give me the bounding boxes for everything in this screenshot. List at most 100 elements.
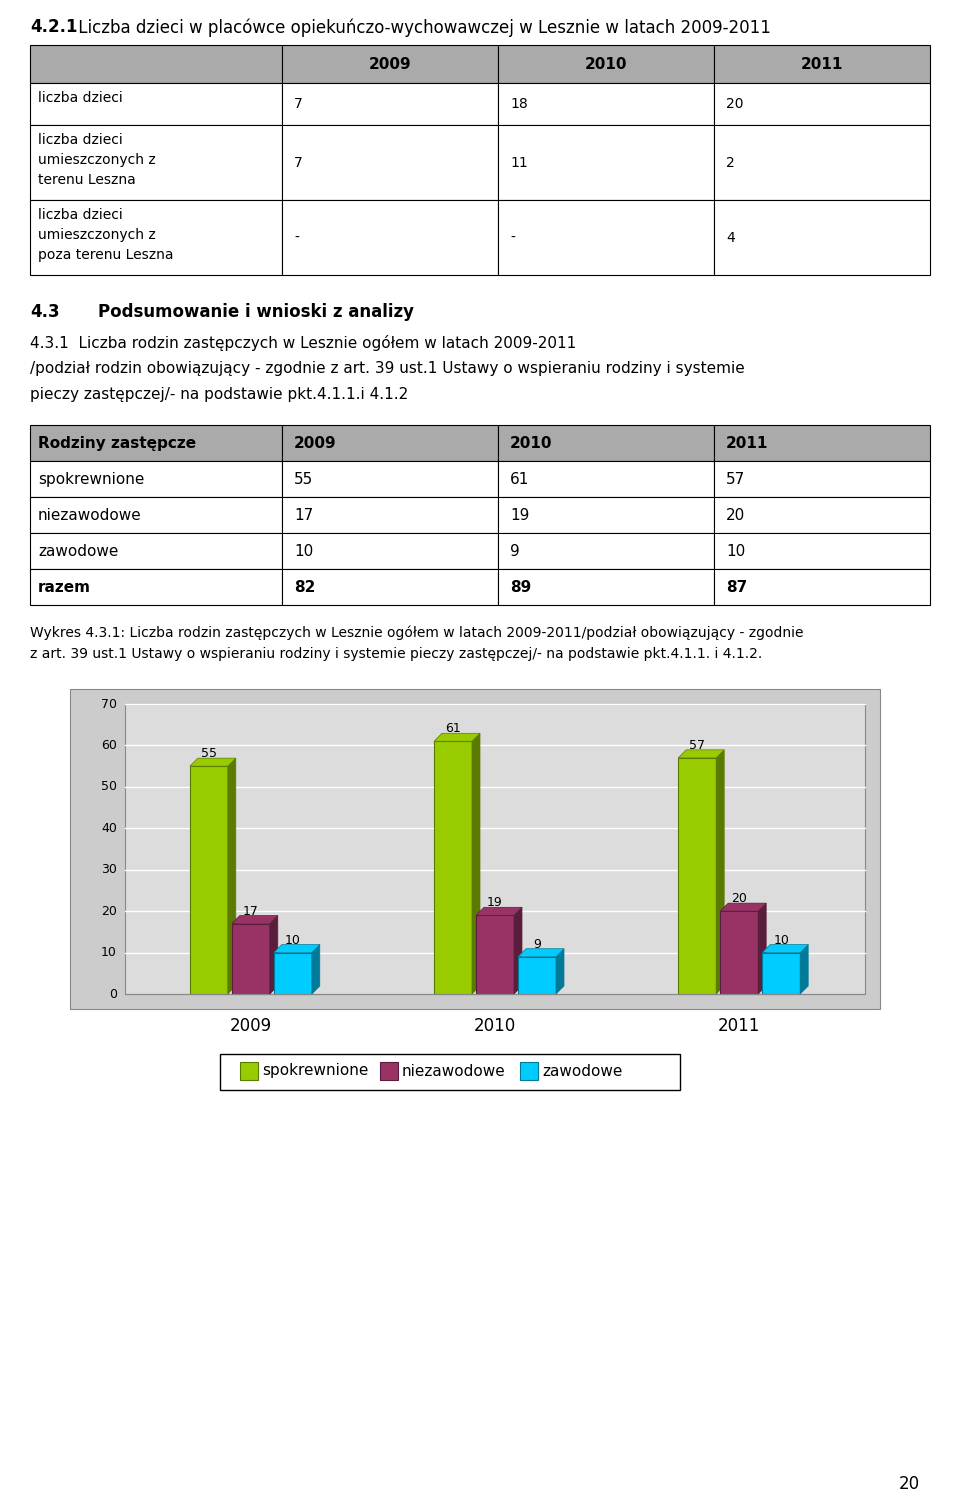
Bar [678,758,716,994]
Text: 40: 40 [101,821,117,835]
Bar [282,124,498,199]
Bar [190,766,228,994]
Bar [498,462,714,498]
Bar [282,534,498,570]
Bar [720,911,758,994]
Text: 17: 17 [294,508,313,523]
Text: 17: 17 [243,904,259,917]
Text: 20: 20 [726,97,743,111]
Polygon shape [434,733,480,742]
Text: 20: 20 [899,1475,920,1493]
Bar [282,199,498,274]
Polygon shape [312,944,320,994]
Text: 2011: 2011 [801,57,843,72]
Bar [498,498,714,534]
Text: Rodziny zastępcze: Rodziny zastępcze [38,436,196,451]
Text: 87: 87 [726,580,747,595]
Bar [30,570,282,606]
Text: niezawodowe: niezawodowe [402,1063,506,1078]
Polygon shape [716,750,724,994]
Text: 18: 18 [510,97,528,111]
Text: 7: 7 [294,156,302,169]
Text: 0: 0 [109,988,117,1000]
Bar [282,498,498,534]
Polygon shape [514,907,522,994]
Bar [70,690,880,1009]
Text: 89: 89 [510,580,531,595]
Bar [30,462,282,498]
Polygon shape [472,733,480,994]
Polygon shape [678,750,724,758]
Text: Podsumowanie i wnioski z analizy: Podsumowanie i wnioski z analizy [75,303,414,321]
Polygon shape [801,944,808,994]
Bar [434,742,472,994]
Polygon shape [476,907,522,916]
Bar [30,82,282,124]
Text: 20: 20 [732,892,747,905]
Text: /podział rodzin obowiązujący - zgodnie z art. 39 ust.1 Ustawy o wspieraniu rodzi: /podział rodzin obowiązujący - zgodnie z… [30,361,745,376]
Bar [282,426,498,462]
Polygon shape [270,916,277,994]
Bar [714,570,930,606]
Text: 2: 2 [726,156,734,169]
Text: 2011: 2011 [718,1016,760,1034]
Text: z art. 39 ust.1 Ustawy o wspieraniu rodziny i systemie pieczy zastępczej/- na po: z art. 39 ust.1 Ustawy o wspieraniu rodz… [30,648,762,661]
Text: -: - [294,231,299,244]
Bar [714,462,930,498]
Text: 30: 30 [101,863,117,877]
Text: 57: 57 [689,739,706,752]
Text: spokrewnione: spokrewnione [38,472,144,487]
Text: Wykres 4.3.1: Liczba rodzin zastępczych w Lesznie ogółem w latach 2009-2011/podz: Wykres 4.3.1: Liczba rodzin zastępczych … [30,625,804,640]
Bar [762,952,801,994]
Bar [125,705,865,994]
Text: 10: 10 [773,934,789,946]
Bar [498,570,714,606]
Text: 82: 82 [294,580,316,595]
Text: spokrewnione: spokrewnione [262,1063,369,1078]
Text: 19: 19 [487,896,503,910]
Text: 19: 19 [510,508,529,523]
Text: 4.2.1: 4.2.1 [30,18,78,36]
Polygon shape [274,944,320,952]
Polygon shape [556,949,564,994]
Text: 2010: 2010 [585,57,627,72]
Polygon shape [518,949,564,956]
Text: poza terenu Leszna: poza terenu Leszna [38,247,174,262]
Bar [714,426,930,462]
Bar [498,534,714,570]
Bar [498,124,714,199]
Bar [30,498,282,534]
Polygon shape [720,902,766,911]
Text: 4: 4 [726,231,734,244]
Text: 55: 55 [294,472,313,487]
Text: 9: 9 [533,938,540,950]
Text: 61: 61 [510,472,529,487]
Bar [30,199,282,274]
Text: 55: 55 [201,747,217,760]
Text: liczba dzieci: liczba dzieci [38,133,123,147]
Text: 10: 10 [294,544,313,559]
Polygon shape [228,758,236,994]
Bar [282,462,498,498]
Text: 57: 57 [726,472,745,487]
Text: 9: 9 [510,544,519,559]
Text: 2009: 2009 [294,436,337,451]
Text: -: - [510,231,515,244]
Text: 61: 61 [445,723,461,736]
Polygon shape [762,944,808,952]
Bar [476,916,514,994]
Text: Liczba dzieci w placówce opiekuńczo-wychowawczej w Lesznie w latach 2009-2011: Liczba dzieci w placówce opiekuńczo-wych… [73,18,771,36]
Text: 2009: 2009 [369,57,411,72]
Bar [714,45,930,82]
Text: 11: 11 [510,156,528,169]
Text: liczba dzieci: liczba dzieci [38,208,123,222]
Bar [714,534,930,570]
Bar [518,956,556,994]
Text: 10: 10 [285,934,300,946]
Text: umieszczonych z: umieszczonych z [38,153,156,166]
Bar [714,199,930,274]
Polygon shape [231,916,277,923]
Bar [274,952,312,994]
Bar [282,82,498,124]
Text: umieszczonych z: umieszczonych z [38,228,156,241]
